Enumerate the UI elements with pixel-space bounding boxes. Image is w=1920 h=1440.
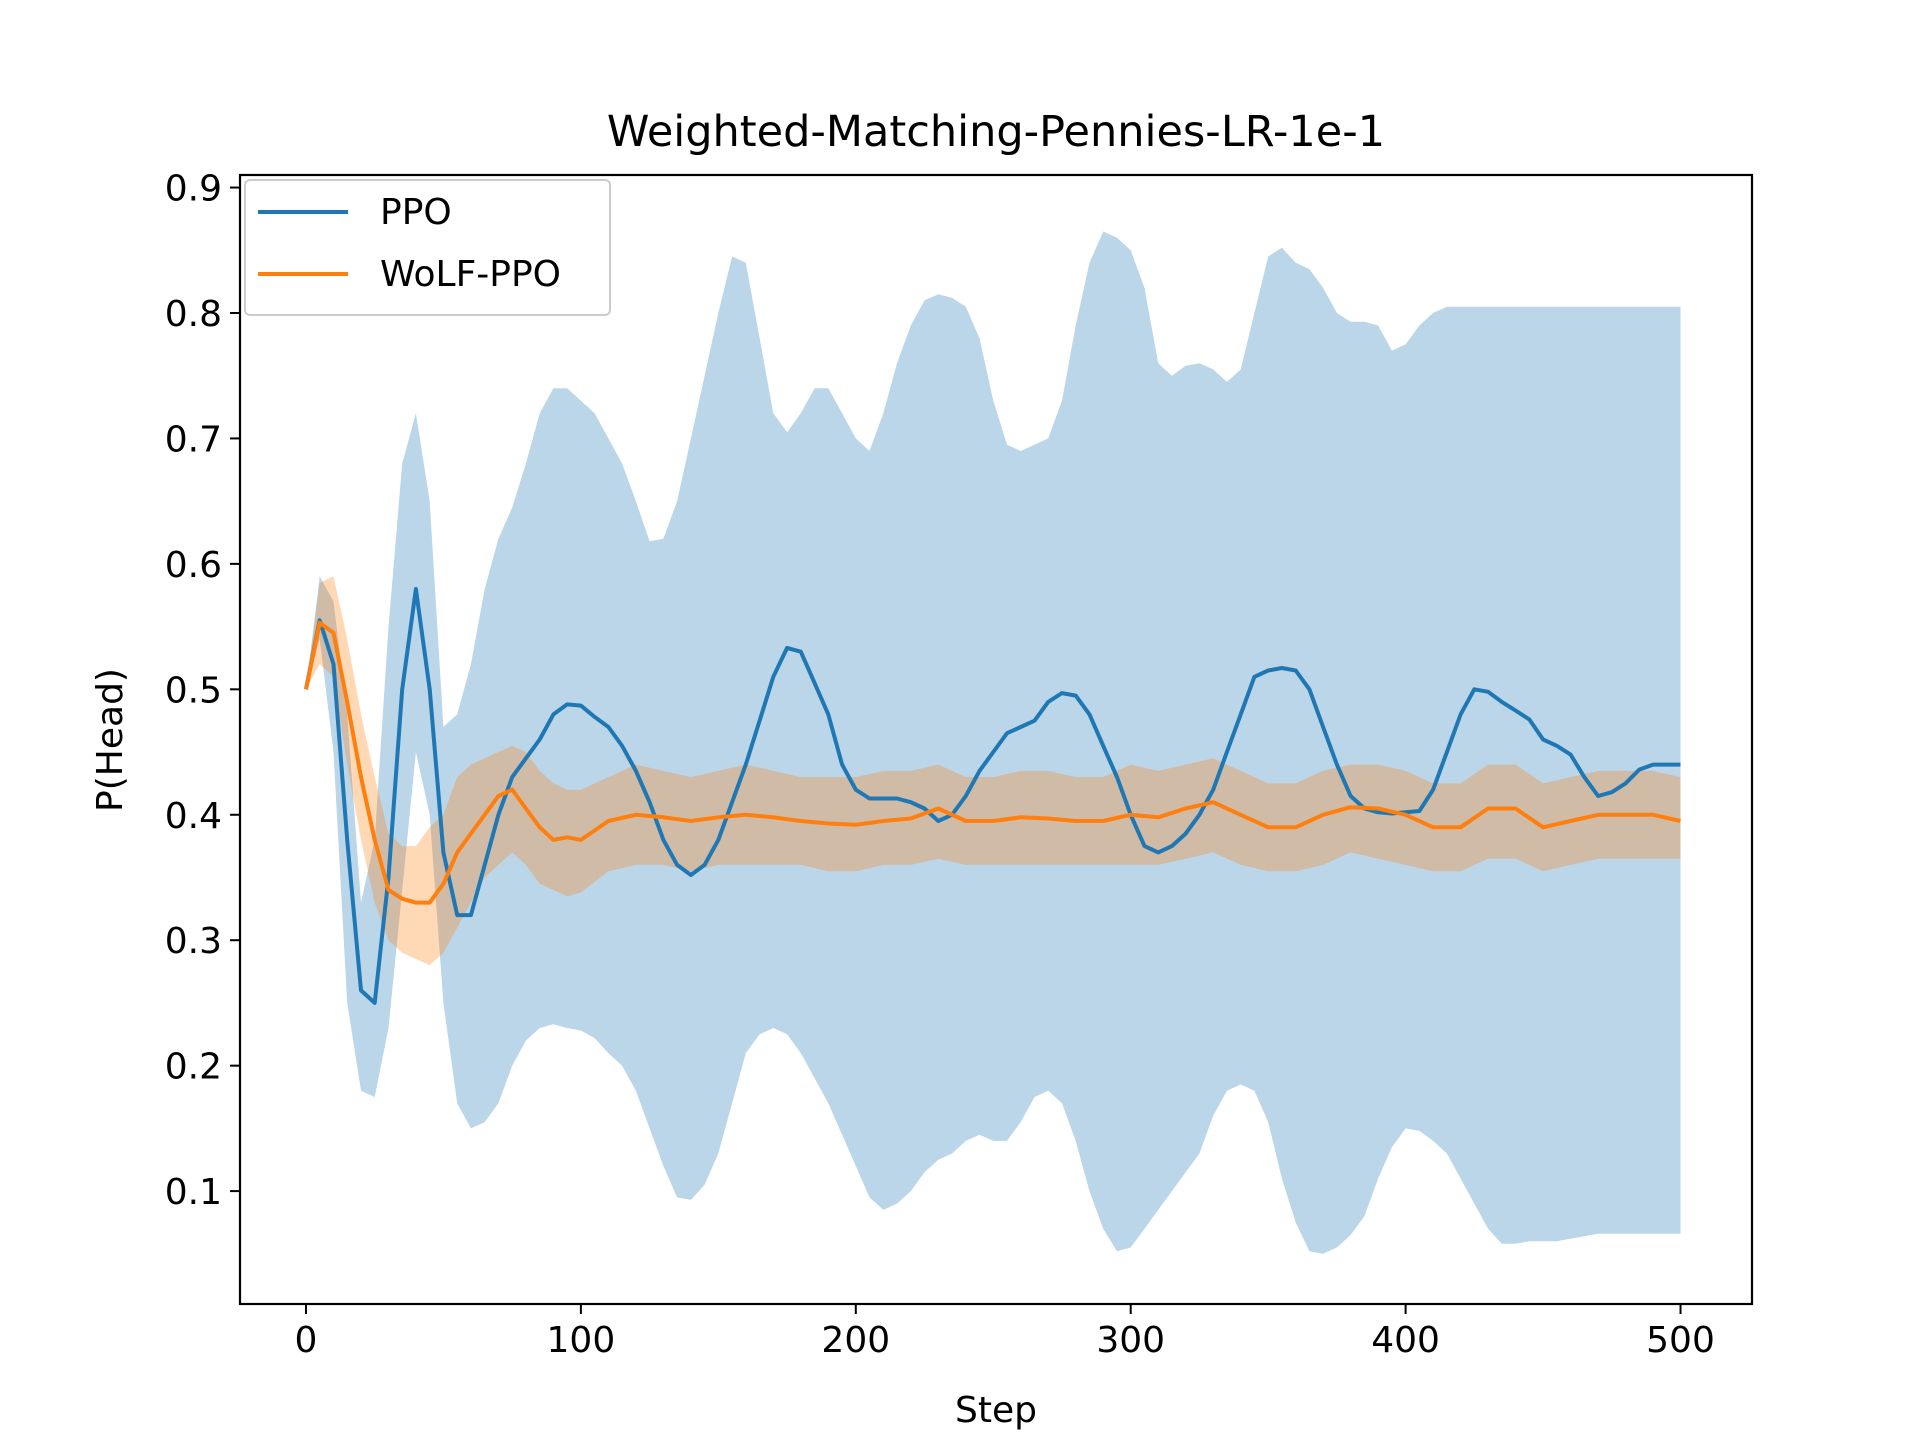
line-wolf-ppo bbox=[304, 620, 1681, 905]
y-tick-label: 0.8 bbox=[165, 294, 222, 335]
x-axis: 0 100 200 300 400 500 bbox=[295, 1304, 1715, 1361]
x-tick-label: 500 bbox=[1646, 1320, 1715, 1361]
chart-title: Weighted-Matching-Pennies-LR-1e-1 bbox=[607, 107, 1385, 157]
y-tick-label: 0.7 bbox=[165, 419, 222, 460]
y-axis-label: P(Head) bbox=[90, 668, 131, 812]
band-ppo bbox=[306, 231, 1681, 1254]
y-tick-label: 0.9 bbox=[165, 169, 222, 210]
y-tick-label: 0.2 bbox=[165, 1047, 222, 1088]
y-tick-label: 0.1 bbox=[165, 1172, 222, 1213]
x-axis-label: Step bbox=[955, 1390, 1037, 1431]
y-tick-label: 0.4 bbox=[165, 796, 222, 837]
x-tick-label: 200 bbox=[821, 1320, 890, 1361]
x-tick-label: 100 bbox=[547, 1320, 616, 1361]
legend-label-ppo: PPO bbox=[380, 192, 452, 233]
y-tick-label: 0.5 bbox=[165, 670, 222, 711]
y-tick-label: 0.6 bbox=[165, 545, 222, 586]
band-wolf-ppo bbox=[306, 576, 1681, 966]
y-tick-label: 0.3 bbox=[165, 921, 222, 962]
legend-label-wolf-ppo: WoLF-PPO bbox=[380, 254, 561, 295]
series-lines bbox=[304, 587, 1681, 1005]
x-tick-label: 400 bbox=[1371, 1320, 1440, 1361]
plot-area bbox=[304, 231, 1681, 1254]
line-ppo bbox=[304, 587, 1681, 1005]
confidence-bands bbox=[306, 231, 1681, 1254]
x-tick-label: 0 bbox=[295, 1320, 318, 1361]
x-tick-label: 300 bbox=[1096, 1320, 1165, 1361]
legend: PPO WoLF-PPO bbox=[244, 179, 611, 316]
y-axis: 0.1 0.2 0.3 0.4 0.5 0.6 0.7 0.8 0.9 bbox=[165, 169, 240, 1213]
plot-frame bbox=[238, 173, 1754, 1306]
